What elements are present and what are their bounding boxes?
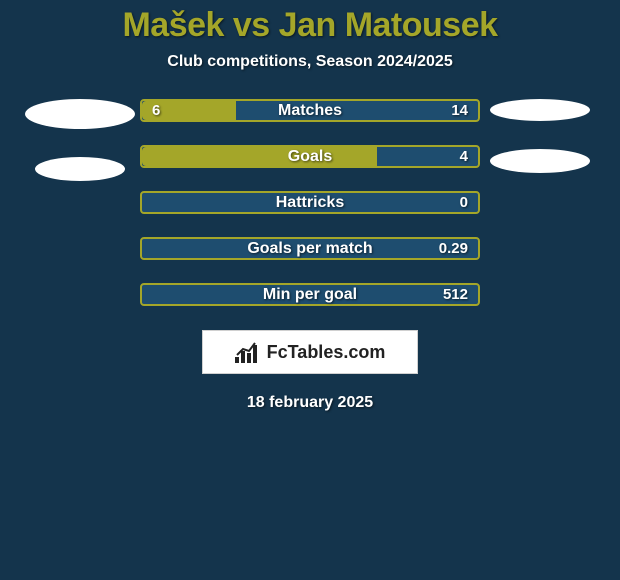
stat-bars: 6Matches14 Goals4 Hattricks0 Goals per matc…: [140, 99, 480, 306]
stat-label: Goals: [142, 147, 478, 166]
comparison-card: Mašek vs Jan Matousek Club competitions,…: [0, 0, 620, 580]
page-subtitle: Club competitions, Season 2024/2025: [167, 53, 452, 71]
left-player-col: [20, 99, 140, 306]
stat-right-value: 512: [443, 285, 468, 304]
date-text: 18 february 2025: [247, 394, 373, 412]
logo-icon: [235, 341, 261, 363]
stat-right-value: 14: [451, 101, 468, 120]
player-shape: [25, 99, 135, 129]
stat-label: Min per goal: [142, 285, 478, 304]
stat-bar: Hattricks0: [140, 191, 480, 214]
stat-bar: Goals per match0.29: [140, 237, 480, 260]
stat-right-value: 4: [460, 147, 468, 166]
player-shape: [490, 149, 590, 173]
branding-box: FcTables.com: [202, 330, 418, 374]
stat-label: Goals per match: [142, 239, 478, 258]
stat-right-value: 0.29: [439, 239, 468, 258]
player-shape: [490, 99, 590, 121]
right-player-col: [480, 99, 600, 306]
stat-label: Hattricks: [142, 193, 478, 212]
stat-right-value: 0: [460, 193, 468, 212]
player-shape: [35, 157, 125, 181]
stat-bar: 6Matches14: [140, 99, 480, 122]
stat-bar: Min per goal512: [140, 283, 480, 306]
page-title: Mašek vs Jan Matousek: [122, 6, 497, 45]
stat-label: Matches: [142, 101, 478, 120]
main-row: 6Matches14 Goals4 Hattricks0 Goals per matc…: [0, 99, 620, 306]
stat-bar: Goals4: [140, 145, 480, 168]
branding-text: FcTables.com: [267, 342, 386, 363]
